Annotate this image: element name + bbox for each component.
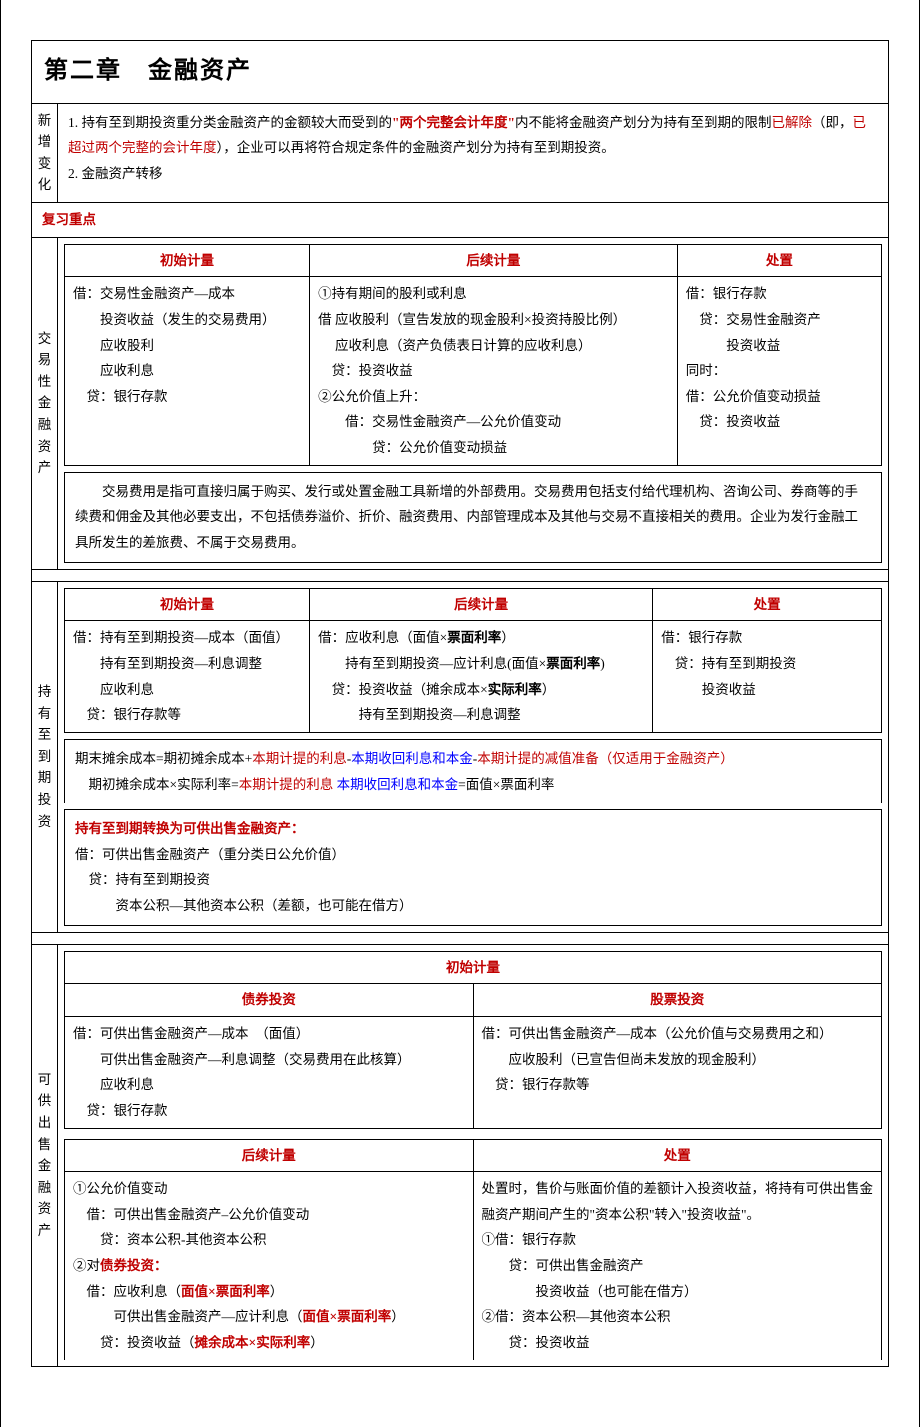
section3-initial-table: 初始计量 债券投资 股票投资 借：可供出售金融资产—成本 （面值） 可供出售金融… [64, 951, 882, 1129]
section3-vlabel: 可供出售金融资产 [32, 945, 58, 1366]
gap [32, 570, 888, 582]
s3-init-col2: 借：可供出售金融资产—成本（公允价值与交易费用之和） 应收股利（已宣告但尚未发放… [473, 1016, 882, 1128]
changes-row: 新增变化 1. 持有至到期投资重分类金融资产的金额较大而受到的"两个完整会计年度… [32, 104, 888, 203]
review-header: 复习重点 [32, 203, 888, 238]
s2-formulas: 期末摊余成本=期初摊余成本+本期计提的利息-本期收回利息和本金-本期计提的减值准… [64, 739, 882, 803]
s1-col3: 借：银行存款 贷：交易性金融资产 投资收益 同时： 借：公允价值变动损益 贷：投… [677, 277, 881, 465]
section-afs: 可供出售金融资产 初始计量 债券投资 股票投资 借：可供出售金融资产—成本 （面… [32, 945, 888, 1366]
section1-vlabel: 交易性金融资产 [32, 238, 58, 569]
th-followup: 后续计量 [310, 244, 678, 277]
section3-table2: 后续计量 处置 ①公允价值变动 借：可供出售金融资产–公允价值变动 贷：资本公积… [64, 1139, 882, 1360]
list-num: 1. [68, 115, 78, 130]
th-initial: 初始计量 [65, 244, 310, 277]
changes-vlabel: 新增变化 [32, 104, 58, 202]
section-htm: 持有至到期投资 初始计量 后续计量 处置 借：持有至到期投资—成本（面值） 持有… [32, 582, 888, 933]
s3-follow: ①公允价值变动 借：可供出售金融资产–公允价值变动 贷：资本公积-其他资本公积 … [65, 1172, 474, 1360]
s2-col3: 借：银行存款 贷：持有至到期投资 投资收益 [653, 621, 882, 733]
s1-col2: ①持有期间的股利或利息 借 应收股利（宣告发放的现金股利×投资持股比例） 应收利… [310, 277, 678, 465]
s1-note: 交易费用是指可直接归属于购买、发行或处置金融工具新增的外部费用。交易费用包括支付… [64, 472, 882, 563]
s1-col1: 借：交易性金融资产—成本 投资收益（发生的交易费用） 应收股利 应收利息 贷：银… [65, 277, 310, 465]
s2-col2: 借：应收利息（面值×票面利率） 持有至到期投资—应计利息(面值×票面利率) 贷：… [310, 621, 653, 733]
th-dispose: 处置 [677, 244, 881, 277]
changes-body: 1. 持有至到期投资重分类金融资产的金额较大而受到的"两个完整会计年度"内不能将… [58, 104, 888, 202]
section2-table: 初始计量 后续计量 处置 借：持有至到期投资—成本（面值） 持有至到期投资—利息… [64, 588, 882, 733]
gap [32, 933, 888, 945]
section-trading: 交易性金融资产 初始计量 后续计量 处置 借：交易性金融资产—成本 投资收益（发… [32, 238, 888, 570]
s3-init-col1: 借：可供出售金融资产—成本 （面值） 可供出售金融资产—利息调整（交易费用在此核… [65, 1016, 474, 1128]
s2-conversion: 持有至到期转换为可供出售金融资产： 借：可供出售金融资产（重分类日公允价值） 贷… [64, 809, 882, 926]
list-num: 2. [68, 166, 78, 181]
chapter-title: 第二章 金融资产 [32, 41, 888, 104]
s3-dispose: 处置时，售价与账面价值的差额计入投资收益，将持有可供出售金融资产期间产生的"资本… [473, 1172, 882, 1360]
section1-table: 初始计量 后续计量 处置 借：交易性金融资产—成本 投资收益（发生的交易费用） … [64, 244, 882, 466]
section2-vlabel: 持有至到期投资 [32, 582, 58, 932]
s2-col1: 借：持有至到期投资—成本（面值） 持有至到期投资—利息调整 应收利息 贷：银行存… [65, 621, 310, 733]
